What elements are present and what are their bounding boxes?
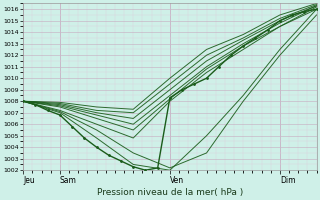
X-axis label: Pression niveau de la mer( hPa ): Pression niveau de la mer( hPa )	[97, 188, 243, 197]
